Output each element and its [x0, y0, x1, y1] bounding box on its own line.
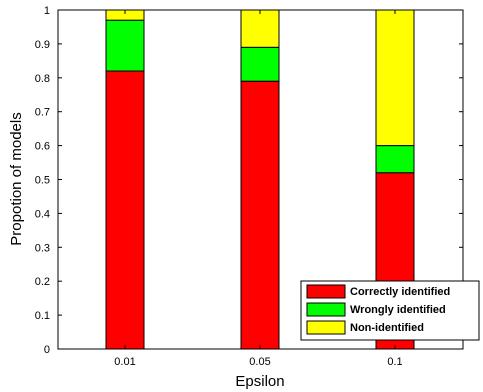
bar-segment-0-1 — [105, 19, 145, 72]
legend: Correctly identified Wrongly identified No… — [300, 280, 480, 341]
legend-swatch-0 — [306, 284, 346, 299]
y-tick-label-10: 1 — [44, 5, 50, 17]
y-tick-label-9: 0.9 — [35, 39, 50, 51]
legend-swatch-2 — [306, 320, 346, 335]
legend-label-2: Non-identified — [350, 322, 424, 334]
y-tick-label-1: 0.1 — [35, 310, 50, 322]
bar-segment-0-0 — [105, 70, 145, 350]
bar-segment-1-1 — [240, 46, 280, 82]
bar-segment-2-2 — [375, 9, 415, 147]
bars-group — [105, 9, 415, 350]
y-tick-label-2: 0.2 — [35, 276, 50, 288]
y-tick-label-4: 0.4 — [35, 208, 50, 220]
legend-swatch-1 — [306, 302, 346, 317]
x-tick-label-1: 0.05 — [249, 356, 270, 368]
y-tick-label-6: 0.6 — [35, 141, 50, 153]
x-axis-label: Epsilon — [235, 373, 284, 390]
y-tick-label-8: 0.8 — [35, 73, 50, 85]
y-tick-label-0: 0 — [44, 344, 50, 356]
y-axis-label: Propotion of models — [8, 112, 25, 245]
bar-segment-1-2 — [240, 9, 280, 48]
x-tick-label-2: 0.1 — [387, 356, 402, 368]
bar-segment-1-0 — [240, 80, 280, 350]
y-axis: 0 0.1 0.2 0.3 0.4 0.5 0.6 0.7 0.8 0.9 1 — [35, 5, 463, 356]
y-tick-label-5: 0.5 — [35, 175, 50, 187]
x-axis: 0.01 0.05 0.1 — [114, 10, 403, 368]
x-tick-label-0: 0.01 — [114, 356, 135, 368]
legend-label-0: Correctly identified — [350, 286, 450, 298]
bar-segment-2-1 — [375, 145, 415, 174]
legend-label-1: Wrongly identified — [350, 304, 446, 316]
y-tick-label-3: 0.3 — [35, 242, 50, 254]
y-tick-label-7: 0.7 — [35, 107, 50, 119]
